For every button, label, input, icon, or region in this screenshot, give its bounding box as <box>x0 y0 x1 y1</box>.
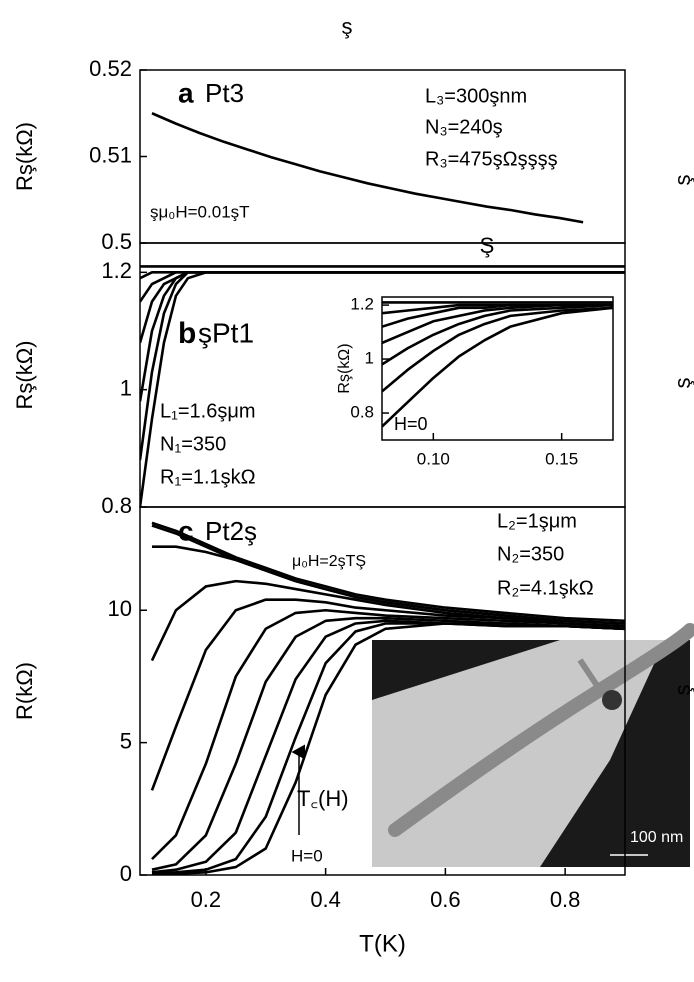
annotation: H=0 <box>394 414 428 434</box>
y-tick-label: 0.8 <box>350 403 374 422</box>
curve <box>151 112 584 224</box>
curve <box>382 303 613 366</box>
curve <box>382 306 613 428</box>
curve <box>382 303 613 345</box>
plot-area <box>150 521 625 875</box>
x-tick-label: 0.2 <box>191 887 222 912</box>
stray-glyph: ş <box>670 175 694 186</box>
annotation: L₁=1.6şμm <box>160 400 256 422</box>
curve <box>151 622 625 875</box>
annotation: Pt2ş <box>205 516 257 546</box>
y-tick-label: 1 <box>365 349 374 368</box>
annotation: L₂=1şμm <box>497 510 577 532</box>
curve <box>151 608 625 861</box>
y-tick-label: 1 <box>120 375 132 400</box>
x-axis-label: T(K) <box>359 930 406 957</box>
y-tick-label: 0.8 <box>101 493 132 518</box>
y-tick-label: 10 <box>108 596 132 621</box>
curve <box>151 619 625 874</box>
annotation: a <box>178 77 194 108</box>
annotation: şμ₀H=0.01şT <box>150 202 250 221</box>
plot-area <box>151 112 584 224</box>
stray-glyph: ş <box>670 685 694 696</box>
curve <box>140 271 625 507</box>
x-tick-label: 0.15 <box>545 449 578 468</box>
x-tick-label: 0.4 <box>310 887 341 912</box>
stray-glyph: Ş <box>480 233 495 258</box>
annotation: N₃=240ş <box>425 116 503 138</box>
y-tick-label: 1.2 <box>350 295 374 314</box>
y-axis-label: Rş(kΩ) <box>336 343 353 393</box>
annotation: Pt3 <box>205 78 244 108</box>
annotation: R₃=475şΩşşşş <box>425 148 558 170</box>
y-tick-label: 0.5 <box>101 229 132 254</box>
annotation: şPt1 <box>198 317 254 348</box>
annotation: 100 nm <box>630 829 683 846</box>
annotation: T꜀(H) <box>297 786 349 811</box>
annotation: N₂=350 <box>497 543 564 565</box>
x-tick-label: 0.8 <box>550 887 581 912</box>
curve <box>150 598 625 791</box>
stray-glyph: ş <box>342 14 353 39</box>
y-tick-label: 5 <box>120 728 132 753</box>
y-axis-label: Rş(kΩ) <box>12 341 37 410</box>
annotation: N₁=350 <box>160 433 226 455</box>
plot-area <box>382 301 613 428</box>
y-tick-label: 0 <box>120 861 132 886</box>
y-axis-label: Rş(kΩ) <box>12 122 37 191</box>
frame <box>381 296 614 441</box>
micrograph <box>372 623 694 867</box>
curve <box>382 306 613 393</box>
curve <box>151 545 625 625</box>
plot-area <box>140 265 625 507</box>
stray-glyph: ş <box>670 378 694 389</box>
y-axis-label: R(kΩ) <box>12 662 37 720</box>
y-tick-label: 1.2 <box>101 258 132 283</box>
x-tick-label: 0.10 <box>417 449 450 468</box>
y-tick-label: 0.52 <box>89 56 132 81</box>
annotation: μ₀H=2şTŞ <box>292 553 366 570</box>
curve <box>151 521 625 623</box>
x-tick-label: 0.6 <box>430 887 461 912</box>
annotation: R₂=4.1şkΩ <box>497 577 594 599</box>
frame <box>139 506 626 876</box>
annotation: H=0 <box>291 846 323 865</box>
annotation: c <box>178 515 194 546</box>
y-tick-label: 0.51 <box>89 142 132 167</box>
annotation: L₃=300şnm <box>425 85 527 107</box>
annotation: R₁=1.1şkΩ <box>160 466 256 488</box>
annotation: b <box>178 317 196 350</box>
